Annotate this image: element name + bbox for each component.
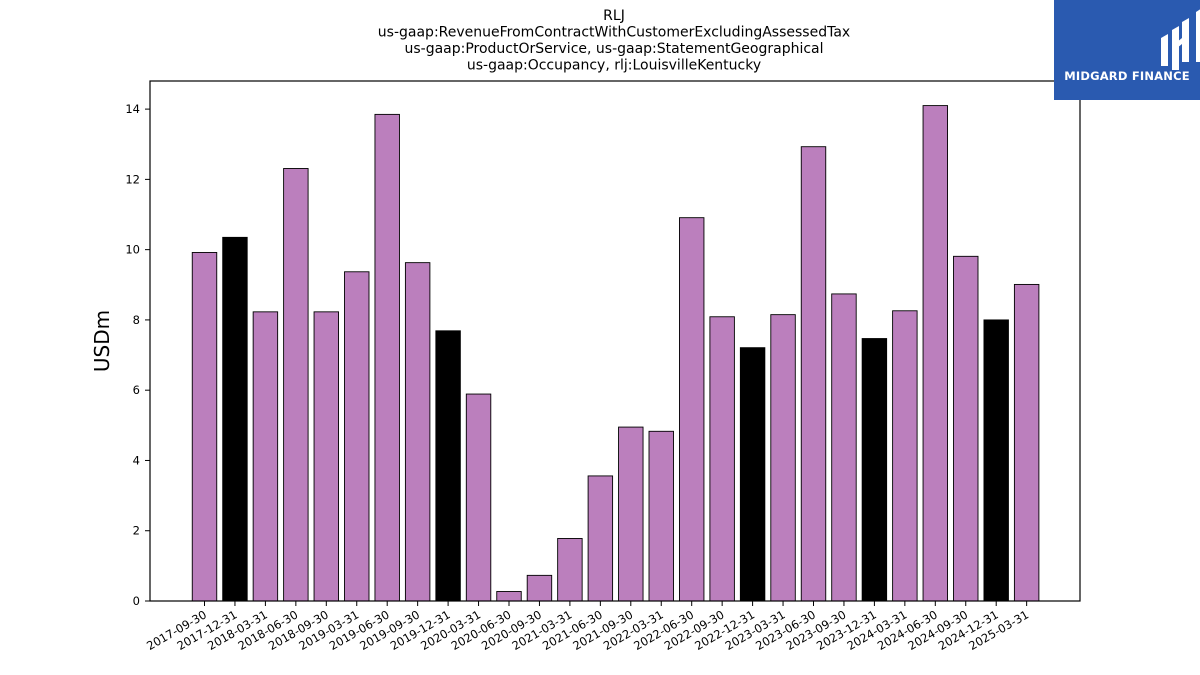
bar-2024-09-30 — [953, 255, 979, 602]
bar-2021-09-30 — [618, 426, 644, 602]
bar-2020-06-30 — [496, 591, 522, 602]
bar-2022-09-30 — [709, 316, 735, 602]
bar-2023-06-30 — [800, 146, 827, 602]
bar-2022-03-31 — [648, 430, 674, 602]
midgard-logo-icon — [1161, 9, 1200, 70]
bar-2020-09-30 — [526, 574, 553, 602]
y-axis-label: USDm — [90, 310, 114, 372]
bar-2024-03-31 — [892, 310, 918, 602]
bar-2024-12-31 — [983, 319, 1009, 602]
bar-2023-03-31 — [770, 314, 796, 602]
brand-logo: MIDGARD FINANCE — [1054, 0, 1200, 100]
bar-2025-03-31 — [1013, 283, 1040, 602]
bar-2022-12-31 — [739, 347, 766, 602]
bar-2020-03-31 — [465, 393, 492, 602]
bar-2019-12-31 — [435, 330, 461, 602]
y-tick-label: 8 — [133, 313, 140, 327]
y-axis: 0 2 4 6 8 10 12 14 — [125, 102, 150, 608]
chart-title-line: us-gaap:RevenueFromContractWithCustomerE… — [378, 25, 850, 41]
chart-title-line: us-gaap:ProductOrService, us-gaap:Statem… — [404, 41, 823, 57]
bar-2018-06-30 — [283, 168, 309, 602]
bar-2018-09-30 — [313, 311, 339, 602]
brand-logo-text: MIDGARD FINANCE — [1064, 69, 1190, 83]
bar-2017-12-31 — [222, 236, 248, 602]
bar-2017-09-30 — [191, 252, 218, 602]
y-tick-label: 2 — [133, 524, 140, 538]
y-tick-label: 4 — [133, 453, 140, 467]
bar-2021-06-30 — [587, 475, 614, 602]
bar-2023-12-31 — [861, 338, 888, 602]
bar-2023-09-30 — [831, 293, 857, 602]
bar-2019-03-31 — [344, 271, 370, 602]
x-axis: 2017-09-302017-12-312018-03-312018-06-30… — [144, 601, 1031, 653]
y-tick-label: 10 — [125, 243, 140, 257]
chart-title: RLJus-gaap:RevenueFromContractWithCustom… — [378, 8, 850, 74]
bar-2019-06-30 — [374, 113, 400, 602]
bar-2021-03-31 — [557, 538, 583, 602]
bar-2022-06-30 — [679, 217, 705, 602]
y-tick-label: 0 — [133, 594, 140, 608]
plot-area-frame — [149, 80, 1081, 602]
y-tick-label: 6 — [133, 383, 140, 397]
bar-2019-09-30 — [404, 262, 431, 602]
bar-2024-06-30 — [922, 105, 948, 602]
chart-title-line: RLJ — [603, 8, 625, 24]
y-tick-label: 14 — [125, 102, 140, 116]
chart-title-line: us-gaap:Occupancy, rlj:LouisvilleKentuck… — [467, 58, 761, 74]
bar-2018-03-31 — [252, 311, 279, 602]
y-tick-label: 12 — [125, 172, 140, 186]
bars — [191, 105, 1040, 602]
